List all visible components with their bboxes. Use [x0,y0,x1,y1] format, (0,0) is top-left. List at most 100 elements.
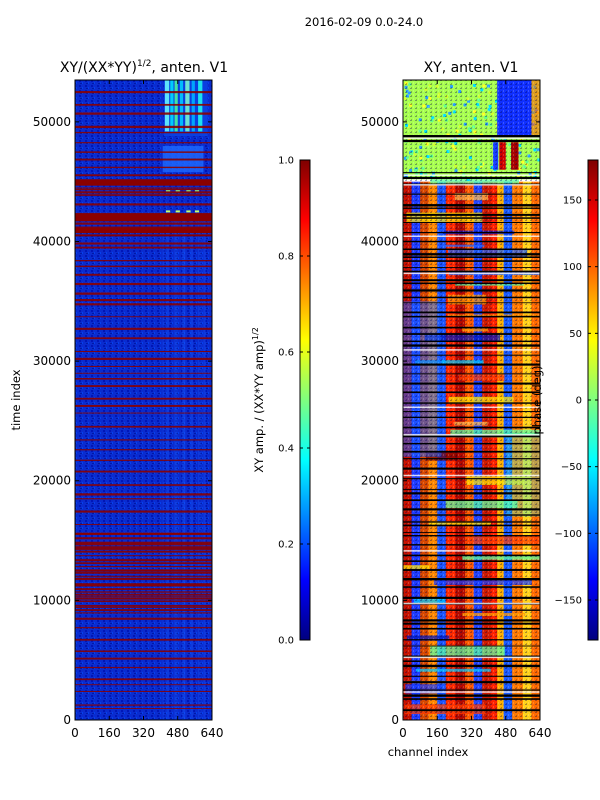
right-gap-row [403,698,540,700]
right-white-row [403,272,540,275]
left-title-suffix: , anten. V1 [151,60,228,76]
right-gap-row [403,689,540,691]
left-gap-row [75,585,212,587]
left-streak [182,217,186,720]
left-gap-row [75,242,212,245]
right-gap-row [403,416,540,419]
left-top-block [170,80,174,132]
right-gap-row [403,709,540,712]
left-gap-row [75,377,212,380]
right-gap-row [403,645,540,647]
right-gap-row [403,639,540,641]
left-colorbar-tick-label: 1.0 [278,156,294,167]
right-gap-row [403,411,540,413]
right-gap-row [403,311,540,314]
right-gap-row [403,373,540,375]
right-colorbar-tick-label: 50 [569,329,582,340]
right-gap-row [403,232,540,234]
right-gap-row [403,544,540,546]
left-streak [166,217,170,720]
left-green-tick [165,210,171,213]
left-title-main: XY/(XX*YY) [60,60,137,76]
left-ytick-label: 10000 [33,593,71,607]
left-green-tick [175,210,180,213]
right-white-row [403,349,540,351]
left-title-exponent: 1/2 [137,59,151,69]
right-xtick-label: 0 [399,726,407,740]
right-colorbar-tick-label: 0 [576,396,582,407]
left-green-tick [165,190,171,193]
left-ytick-label: 20000 [33,474,71,488]
right-colorbar-tick-label: −150 [555,596,582,607]
left-gap-row [75,627,212,629]
left-colorbar-tick-label: 0.2 [278,540,294,551]
left-xtick-label: 640 [201,726,224,740]
right-white-row [403,434,540,436]
right-gap-row [403,426,540,429]
right-ytick-label: 20000 [361,474,399,488]
left-gap-row [75,174,212,177]
left-gap-row [75,569,212,571]
right-gap-row [403,532,540,533]
right-gap-row [403,176,540,180]
left-gap-row [75,565,212,568]
left-gap-row [75,194,212,196]
right-gap-row [403,622,540,625]
left-gap-row [75,191,212,194]
right-gap-row [403,467,540,470]
left-colorbar-label-main: XY amp. / (XX*YY amp) [252,340,266,473]
left-gap-row [75,292,212,295]
left-gap-row [75,439,212,441]
left-colorbar-tick-label: 0.4 [278,444,294,455]
left-gap-row [75,537,212,540]
right-gap-row [403,508,540,511]
right-gap-row [403,354,540,356]
right-gap-row [403,296,540,299]
right-gap-row [403,391,540,394]
left-gap-row [75,337,212,340]
right-gap-row [403,442,540,445]
left-xtick-label: 160 [98,726,121,740]
left-gap-row [75,684,212,686]
left-colorbar-tick-label: 0.6 [278,348,294,359]
right-heatmap-panel: XY, anten. V1 0 160 320 480 640 0 10000 20000 3… [361,60,552,759]
right-gap-row [403,253,540,256]
left-gap-row [75,708,212,709]
left-colorbar-frame [299,159,311,641]
left-streak [203,217,207,720]
left-y-axis: 0 10000 20000 30000 40000 50000 [33,115,212,727]
left-green-tick [186,190,191,193]
right-gap-row [403,660,540,662]
right-gap-row [403,681,540,684]
left-gap-row [75,470,212,473]
left-gap-row [75,606,212,608]
left-gap-row [75,365,212,368]
left-gap-row [75,690,212,692]
left-gap-row [75,260,212,262]
left-x-axis: 0 160 320 480 640 [71,80,223,740]
left-gap-row [75,125,212,129]
left-gap-row [75,397,212,400]
right-ytick-label: 50000 [361,115,399,129]
right-gap-row [403,340,540,343]
right-gap-row [403,213,540,216]
left-gap-row [75,558,212,560]
right-white-row [403,656,540,659]
right-gap-row [403,256,540,258]
right-gap-row [403,554,540,557]
right-x-axis: 0 160 320 480 640 [399,80,551,740]
right-gap-row [403,344,540,347]
left-xtick-label: 0 [71,726,79,740]
left-gap-row [75,273,212,276]
right-ytick-label: 40000 [361,234,399,248]
right-gap-row [403,586,540,588]
right-colorbar-ticks: −150 −100 −50 0 50 100 150 [555,196,598,607]
left-gap-row [75,112,212,115]
left-gap-row [75,650,212,653]
left-colorbar-label: XY amp. / (XX*YY amp)1/2 [251,327,266,473]
left-gap-row [75,498,212,500]
right-gap-row [403,577,540,581]
left-gap-row [75,412,212,414]
left-gap-row [75,547,212,550]
left-gap-row [75,571,212,574]
